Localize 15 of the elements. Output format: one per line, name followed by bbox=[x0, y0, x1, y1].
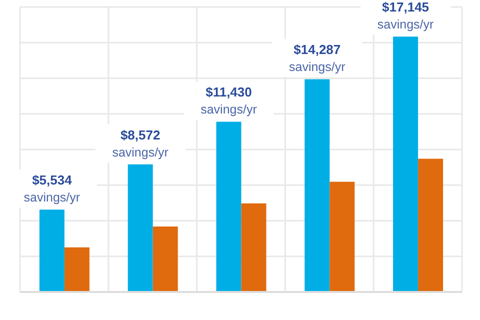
bar bbox=[39, 210, 64, 292]
data-label: $14,287 savings/yr bbox=[289, 42, 346, 74]
bar bbox=[241, 203, 266, 292]
data-label: $11,430 savings/yr bbox=[200, 84, 257, 117]
bar bbox=[64, 247, 90, 292]
data-label: $8,572 savings/yr bbox=[112, 127, 168, 160]
bar bbox=[152, 226, 178, 292]
data-label: $17,145 savings/yr bbox=[377, 0, 434, 32]
bar bbox=[304, 79, 330, 292]
data-label: $5,534 savings/yr bbox=[24, 172, 80, 205]
bar bbox=[393, 36, 418, 292]
bar bbox=[128, 164, 153, 292]
bar bbox=[418, 158, 444, 292]
bar bbox=[216, 122, 242, 292]
bar bbox=[330, 182, 355, 292]
